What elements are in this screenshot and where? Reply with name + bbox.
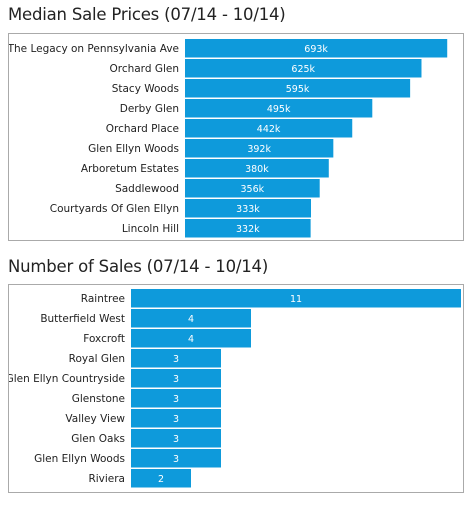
sales-category-label: Valley View [65,413,125,425]
sales-bar [131,449,221,468]
price-bar-value-label: 595k [286,84,310,95]
sales-bar-value-label: 3 [173,374,179,385]
sales-bar [131,329,251,348]
sales-bar [131,369,221,388]
price-bar [185,179,320,198]
price-category-label: Lincoln Hill [122,223,179,235]
price-bar-value-label: 356k [241,184,265,195]
price-category-label: Courtyards Of Glen Ellyn [50,203,179,215]
sales-bar-value-label: 3 [173,394,179,405]
sales-bar [131,469,191,488]
price-bar-value-label: 625k [291,64,315,75]
price-category-label: Arboretum Estates [81,163,179,175]
price-bar [185,199,311,218]
number-of-sales-svg: Raintree 11 Butterfield West 4 Foxcroft 4 Roya… [9,289,461,488]
number-of-sales-chart: Raintree 11 Butterfield West 4 Foxcroft 4 Roya… [8,284,464,493]
price-bar-value-label: 442k [257,124,281,135]
sales-bar-value-label: 4 [188,334,194,345]
median-sale-prices-title: Median Sale Prices (07/14 - 10/14) [8,5,286,24]
sales-bar [131,289,461,308]
sales-category-label: Glen Ellyn Woods [34,453,125,465]
median-sale-prices-chart: The Legacy on Pennsylvania Ave 693k Orchar… [8,33,464,241]
price-category-label: Derby Glen [120,103,179,115]
sales-category-label: Butterfield West [40,313,125,325]
sales-bar [131,349,221,368]
number-of-sales-title: Number of Sales (07/14 - 10/14) [8,257,269,276]
sales-bar [131,429,221,448]
price-bar [185,219,311,238]
sales-bar-value-label: 2 [158,474,164,485]
sales-category-label: Glen Oaks [71,433,125,445]
price-bar [185,139,334,158]
price-bar [185,99,373,118]
sales-category-label: Raintree [81,293,125,305]
sales-category-label: Royal Glen [69,353,125,365]
price-category-label: Saddlewood [115,183,179,195]
sales-category-label: Foxcroft [83,333,125,345]
sales-bar-value-label: 3 [173,354,179,365]
price-bar [185,39,448,58]
price-bar [185,79,411,98]
sales-bar-value-label: 11 [290,294,302,305]
sales-category-label: Glenstone [72,393,125,405]
price-bar-value-label: 693k [304,44,328,55]
sales-bar [131,309,251,328]
price-category-label: Glen Ellyn Woods [88,143,179,155]
median-sale-prices-svg: The Legacy on Pennsylvania Ave 693k Orchar… [9,39,448,238]
price-bar-value-label: 392k [247,144,271,155]
sales-category-label: Riviera [88,473,125,485]
price-bar-value-label: 380k [245,164,269,175]
sales-category-label: Glen Ellyn Countryside [9,373,125,385]
sales-bar-value-label: 3 [173,454,179,465]
price-bar-value-label: 333k [236,204,260,215]
price-category-label: The Legacy on Pennsylvania Ave [9,43,179,55]
price-category-label: Orchard Place [106,123,179,135]
price-bar-value-label: 332k [236,224,260,235]
sales-bar [131,389,221,408]
price-bar-value-label: 495k [267,104,291,115]
sales-bar [131,409,221,428]
price-category-label: Stacy Woods [112,83,179,95]
sales-bar-value-label: 4 [188,314,194,325]
price-category-label: Orchard Glen [109,63,179,75]
price-bar [185,159,329,178]
price-bar [185,59,422,78]
sales-bar-value-label: 3 [173,414,179,425]
sales-bar-value-label: 3 [173,434,179,445]
price-bar [185,119,353,138]
